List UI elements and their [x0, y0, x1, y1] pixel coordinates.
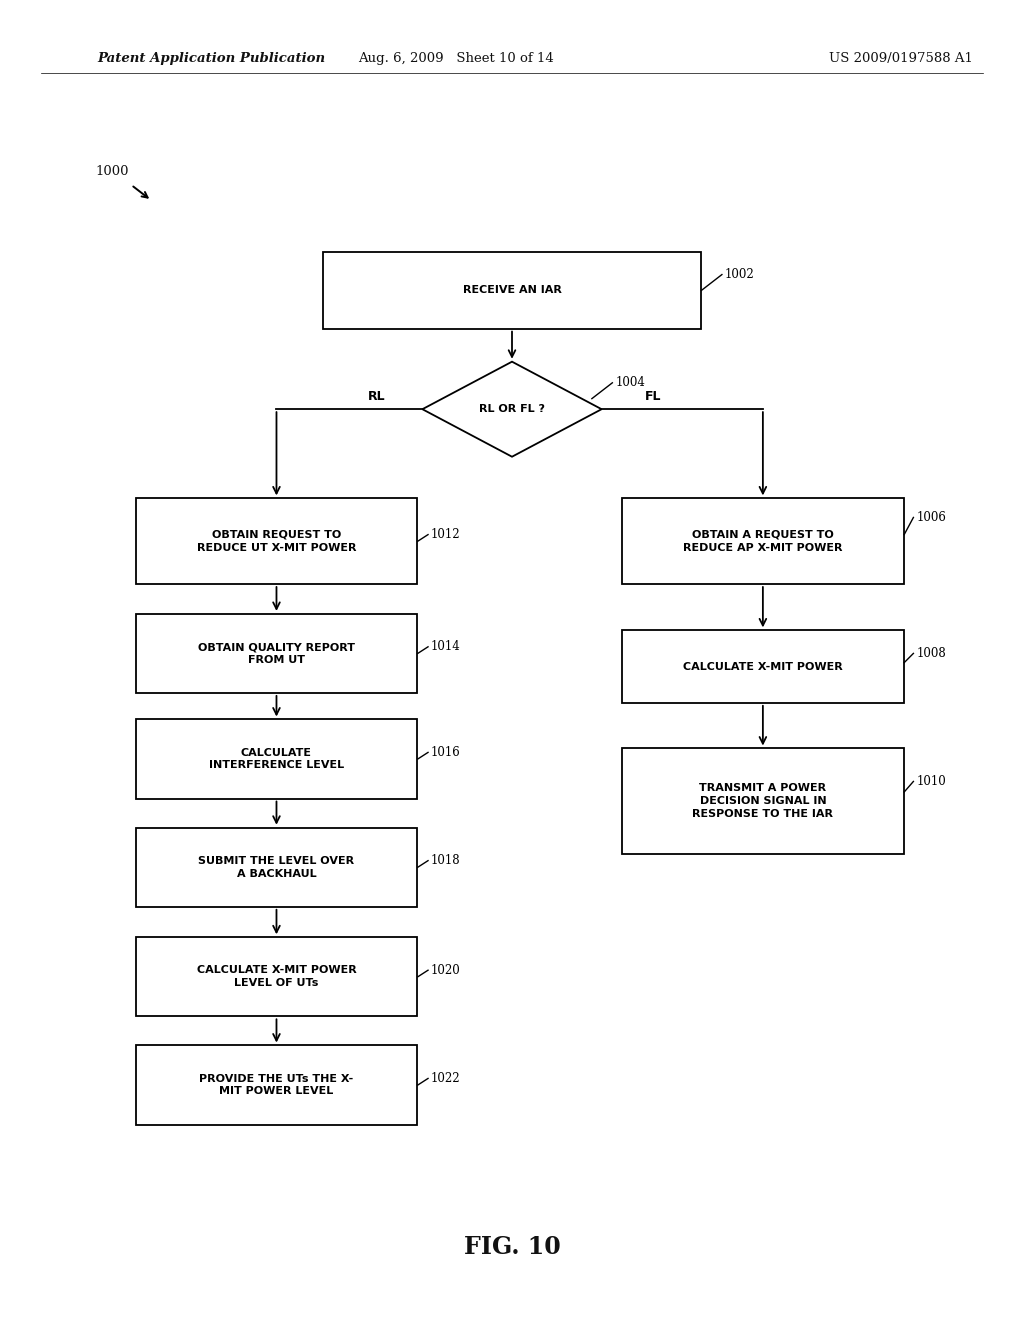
Text: PROVIDE THE UTs THE X-
MIT POWER LEVEL: PROVIDE THE UTs THE X- MIT POWER LEVEL: [200, 1073, 353, 1097]
Text: 1010: 1010: [916, 775, 946, 788]
Bar: [323, 252, 701, 329]
Text: 1006: 1006: [916, 511, 946, 524]
Text: TRANSMIT A POWER
DECISION SIGNAL IN
RESPONSE TO THE IAR: TRANSMIT A POWER DECISION SIGNAL IN RESP…: [692, 784, 834, 818]
Text: 1014: 1014: [431, 640, 461, 653]
Text: CALCULATE X-MIT POWER
LEVEL OF UTs: CALCULATE X-MIT POWER LEVEL OF UTs: [197, 965, 356, 989]
Polygon shape: [422, 362, 602, 457]
Bar: [135, 498, 418, 583]
Text: Aug. 6, 2009   Sheet 10 of 14: Aug. 6, 2009 Sheet 10 of 14: [357, 51, 554, 65]
Text: FL: FL: [645, 389, 662, 403]
Text: 1020: 1020: [431, 964, 461, 977]
Bar: [622, 498, 903, 583]
Bar: [135, 1045, 418, 1125]
Bar: [135, 614, 418, 693]
Text: Patent Application Publication: Patent Application Publication: [97, 51, 326, 65]
Text: OBTAIN REQUEST TO
REDUCE UT X-MIT POWER: OBTAIN REQUEST TO REDUCE UT X-MIT POWER: [197, 529, 356, 553]
Text: RL: RL: [368, 389, 386, 403]
Text: 1002: 1002: [725, 268, 755, 281]
Bar: [622, 631, 903, 704]
Text: CALCULATE
INTERFERENCE LEVEL: CALCULATE INTERFERENCE LEVEL: [209, 747, 344, 771]
Text: US 2009/0197588 A1: US 2009/0197588 A1: [829, 51, 973, 65]
Text: OBTAIN QUALITY REPORT
FROM UT: OBTAIN QUALITY REPORT FROM UT: [198, 642, 355, 665]
Text: 1016: 1016: [431, 746, 461, 759]
Text: RECEIVE AN IAR: RECEIVE AN IAR: [463, 285, 561, 296]
Bar: [622, 748, 903, 854]
Text: RL OR FL ?: RL OR FL ?: [479, 404, 545, 414]
Text: OBTAIN A REQUEST TO
REDUCE AP X-MIT POWER: OBTAIN A REQUEST TO REDUCE AP X-MIT POWE…: [683, 529, 843, 553]
Bar: [135, 937, 418, 1016]
Text: 1000: 1000: [95, 165, 129, 178]
Bar: [135, 828, 418, 907]
Text: 1022: 1022: [431, 1072, 461, 1085]
Bar: [135, 719, 418, 799]
Text: 1012: 1012: [431, 528, 461, 541]
Text: SUBMIT THE LEVEL OVER
A BACKHAUL: SUBMIT THE LEVEL OVER A BACKHAUL: [199, 855, 354, 879]
Text: 1004: 1004: [615, 376, 645, 389]
Text: CALCULATE X-MIT POWER: CALCULATE X-MIT POWER: [683, 661, 843, 672]
Text: 1018: 1018: [431, 854, 461, 867]
Text: 1008: 1008: [916, 647, 946, 660]
Text: FIG. 10: FIG. 10: [464, 1236, 560, 1259]
